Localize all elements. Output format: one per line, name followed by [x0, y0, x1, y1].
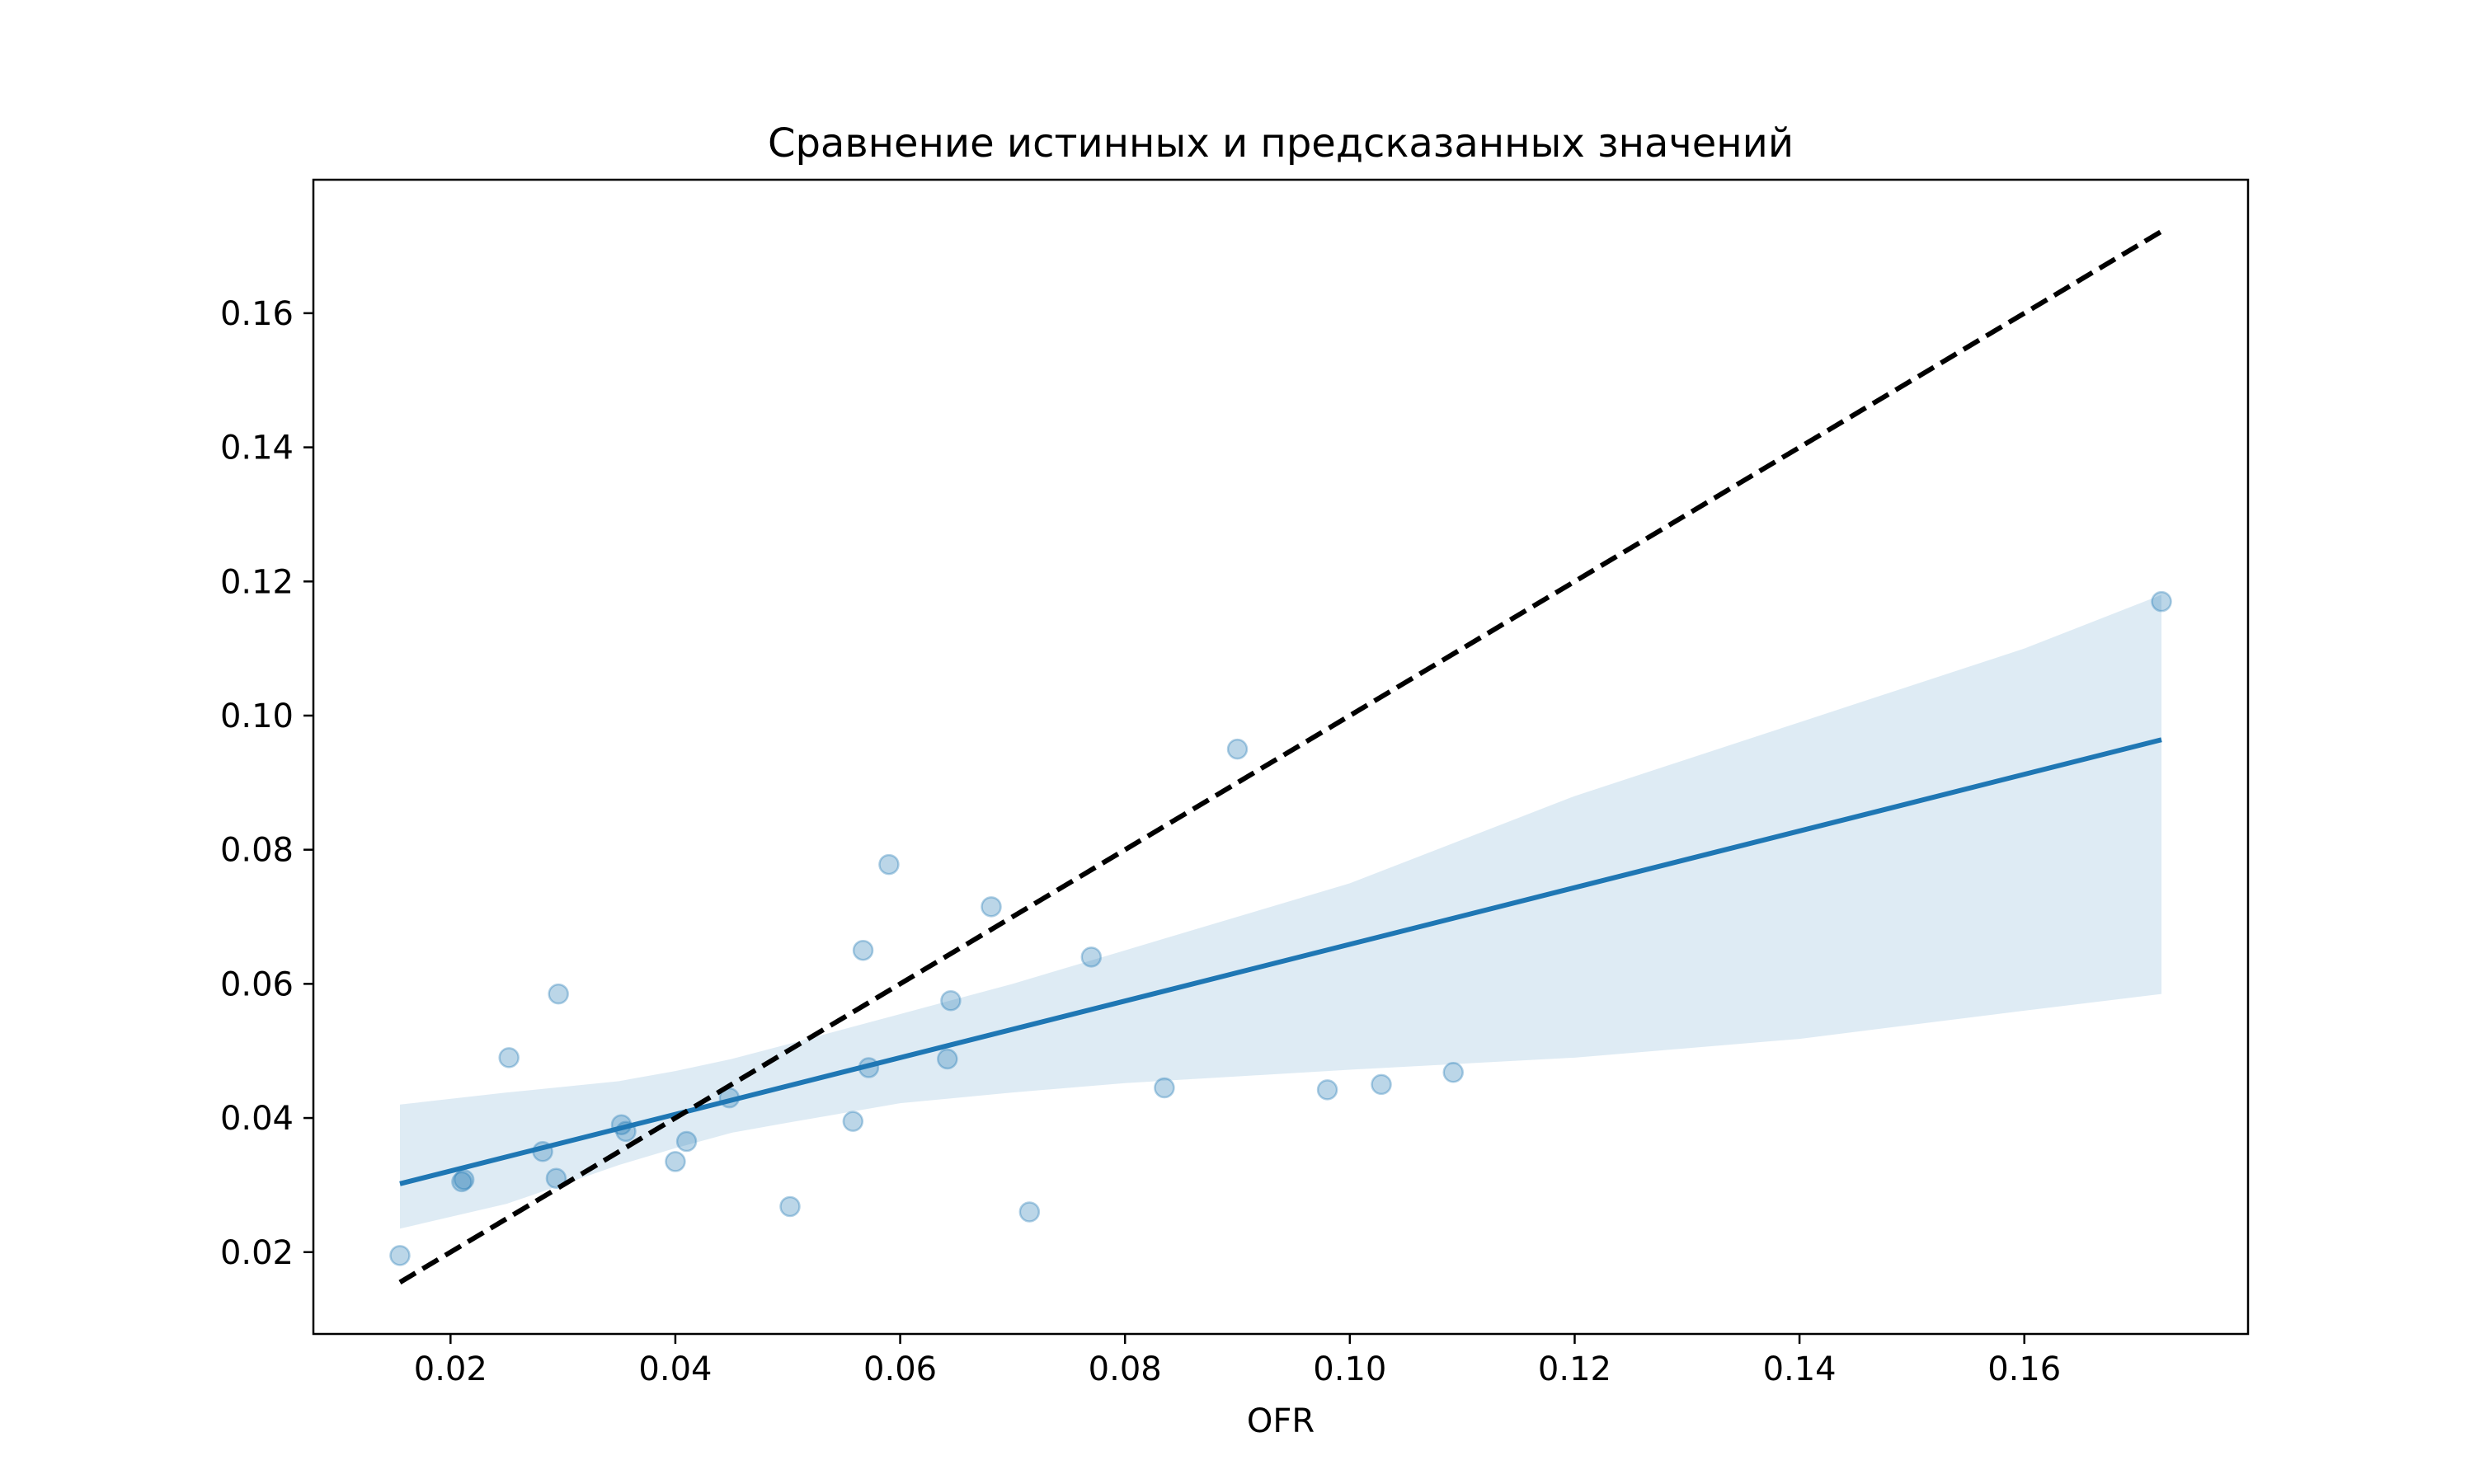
data-point — [453, 1169, 475, 1190]
data-point — [1371, 1073, 1392, 1096]
regression-line — [399, 737, 2162, 1186]
data-point — [981, 896, 1002, 918]
plot-frame — [312, 178, 2250, 1336]
data-point — [675, 1130, 698, 1153]
data-point — [852, 939, 874, 961]
y-tick-label: 0.06 — [220, 965, 294, 1003]
data-point — [548, 983, 569, 1005]
data-point — [451, 1171, 473, 1193]
data-point — [878, 853, 900, 876]
x-tick-label: 0.16 — [1987, 1350, 2061, 1388]
confidence-band — [399, 594, 2162, 1229]
x-axis-label: OFR — [1247, 1402, 1315, 1440]
x-tick-label: 0.02 — [414, 1350, 487, 1388]
x-tick-label: 0.06 — [863, 1350, 937, 1388]
data-point — [665, 1151, 686, 1172]
regression-line-layer — [399, 737, 2162, 1186]
data-point — [2151, 590, 2172, 613]
data-point — [779, 1195, 801, 1218]
data-point — [498, 1047, 520, 1068]
y-tick-label: 0.16 — [220, 295, 294, 333]
x-tick-label: 0.10 — [1313, 1350, 1386, 1388]
data-point — [1080, 946, 1103, 968]
chart-title: Сравнение истинных и предсказанных значе… — [768, 120, 1794, 167]
y-axis: 0.02 0.04 0.06 0.08 0.10 0.12 0.14 0.16 — [220, 295, 313, 1272]
x-tick-label: 0.14 — [1763, 1350, 1837, 1388]
x-tick-label: 0.08 — [1089, 1350, 1162, 1388]
data-point — [389, 1245, 411, 1266]
y-tick-label: 0.12 — [220, 563, 294, 601]
data-point — [1018, 1201, 1041, 1223]
data-point — [937, 1048, 958, 1070]
confidence-band-area — [399, 594, 2162, 1229]
x-axis: 0.02 0.04 0.06 0.08 0.10 0.12 0.14 0.16 — [414, 1334, 2061, 1388]
data-point — [545, 1167, 567, 1190]
data-point — [1226, 738, 1249, 760]
y-tick-label: 0.02 — [220, 1234, 294, 1272]
data-point — [1442, 1061, 1464, 1083]
x-tick-label: 0.04 — [638, 1350, 712, 1388]
y-tick-label: 0.04 — [220, 1100, 294, 1138]
x-tick-label: 0.12 — [1538, 1350, 1611, 1388]
y-tick-label: 0.08 — [220, 832, 294, 870]
data-point — [842, 1111, 864, 1132]
y-tick-label: 0.14 — [220, 430, 294, 467]
y-tick-label: 0.10 — [220, 697, 294, 735]
data-point — [940, 989, 962, 1012]
data-point — [1316, 1079, 1338, 1101]
data-point — [1154, 1077, 1175, 1099]
